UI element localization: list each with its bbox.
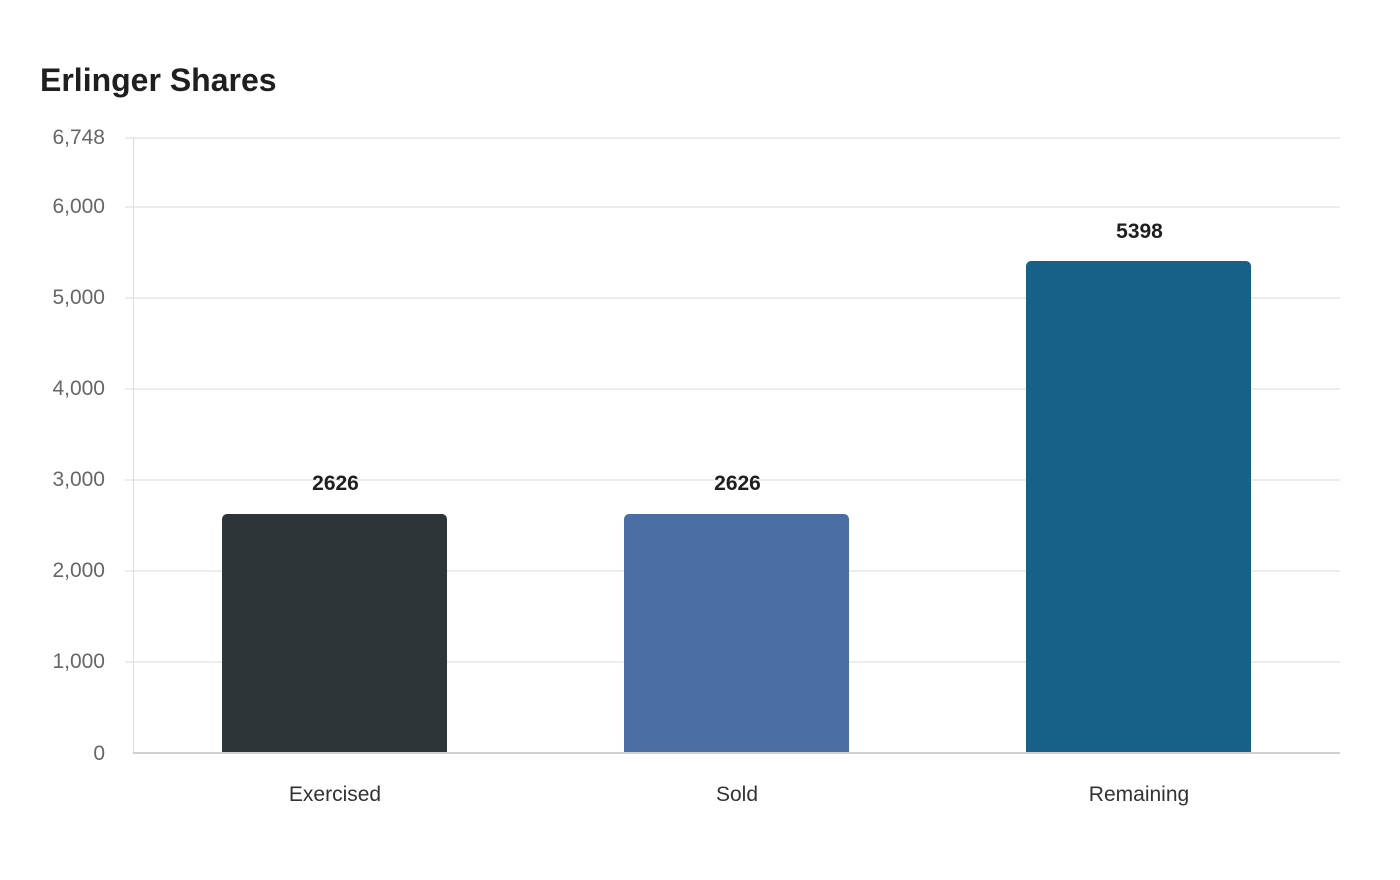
x-tick-label: Sold <box>715 783 759 806</box>
bar-value-label: 2626 <box>714 472 761 495</box>
bar-sold[interactable] <box>624 514 849 753</box>
gridline <box>125 297 1340 299</box>
y-tick-label: 6,748 <box>52 126 105 149</box>
x-tick-label: Remaining <box>1088 783 1190 806</box>
gridline <box>125 479 1340 481</box>
y-axis-line <box>133 138 134 753</box>
gridline <box>125 388 1340 390</box>
y-tick-label: 3,000 <box>52 468 105 491</box>
x-axis-line <box>133 752 1340 754</box>
y-tick-label: 5,000 <box>52 286 105 309</box>
y-tick-label: 6,000 <box>52 195 105 218</box>
y-tick-label: 1,000 <box>52 650 105 673</box>
gridline <box>125 137 1340 139</box>
y-tick-label: 2,000 <box>52 559 105 582</box>
bar-value-label: 5398 <box>1116 220 1163 243</box>
y-tick-label: 0 <box>93 742 105 765</box>
y-tick-label: 4,000 <box>52 377 105 400</box>
x-tick-label: Exercised <box>288 783 382 806</box>
gridline <box>125 206 1340 208</box>
chart-title: Erlinger Shares <box>40 62 277 98</box>
bar-remaining[interactable] <box>1026 261 1251 753</box>
bar-value-label: 2626 <box>312 472 359 495</box>
bar-exercised[interactable] <box>222 514 447 753</box>
